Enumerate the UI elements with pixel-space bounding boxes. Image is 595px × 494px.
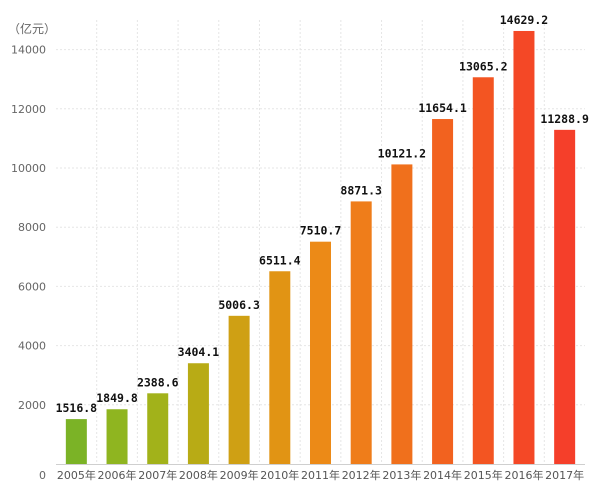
- x-tick-label: 2014年: [423, 468, 462, 482]
- bar-value-label: 11288.9: [540, 112, 589, 126]
- x-tick-label: 2012年: [342, 468, 381, 482]
- bar: [391, 164, 413, 464]
- x-tick-label: 2015年: [464, 468, 503, 482]
- bar-value-label: 6511.4: [259, 253, 301, 267]
- y-tick-label: 10000: [11, 162, 46, 175]
- bar: [432, 119, 454, 465]
- x-tick-label: 2017年: [545, 468, 584, 482]
- x-tick-label: 2008年: [179, 468, 218, 482]
- y-tick-label: 14000: [11, 44, 46, 57]
- y-axis-unit-label: （亿元）: [8, 21, 56, 36]
- bar: [228, 315, 250, 464]
- bar-value-label: 14629.2: [500, 13, 548, 27]
- x-tick-label: 2007年: [138, 468, 177, 482]
- y-tick-label: 0: [39, 469, 46, 482]
- grid-lines: [56, 20, 585, 464]
- bar: [147, 393, 169, 464]
- bar: [269, 271, 291, 464]
- x-tick-label: 2009年: [220, 468, 259, 482]
- bar-value-label: 1849.8: [96, 391, 138, 405]
- bar-value-label: 11654.1: [418, 101, 467, 115]
- y-tick-label: 6000: [18, 280, 46, 293]
- x-tick-label: 2016年: [504, 468, 543, 482]
- bar-value-label: 13065.2: [459, 59, 507, 73]
- x-axis: 2005年 2006年 2007年 2008年 2009年 2010年 2011年 2012年…: [56, 464, 585, 482]
- x-tick-label: 2006年: [98, 468, 137, 482]
- x-tick-label: 2010年: [260, 468, 299, 482]
- x-tick-label: 2013年: [382, 468, 421, 482]
- bar: [472, 77, 494, 464]
- bar-value-label: 8871.3: [340, 183, 382, 197]
- bar-value-label: 1516.8: [56, 401, 98, 415]
- bar: [187, 363, 209, 464]
- bar-value-label: 5006.3: [218, 298, 260, 312]
- bar: [310, 241, 331, 464]
- bars: [65, 30, 576, 465]
- bar: [106, 409, 128, 464]
- bar: [513, 30, 535, 465]
- bar-value-label: 3404.1: [178, 345, 220, 359]
- y-tick-label: 12000: [11, 103, 46, 116]
- bar: [65, 419, 87, 464]
- x-tick-label: 2011年: [301, 468, 340, 482]
- y-axis: 0 2000 4000 6000 8000 10000 12000 14000: [11, 44, 46, 482]
- y-tick-label: 4000: [18, 340, 46, 353]
- bar-value-label: 10121.2: [378, 146, 426, 160]
- bar-value-label: 2388.6: [137, 375, 179, 389]
- bar: [554, 129, 576, 464]
- bar: [350, 201, 372, 464]
- bar-value-label: 7510.7: [300, 224, 342, 238]
- y-tick-label: 2000: [18, 399, 46, 412]
- x-tick-label: 2005年: [57, 468, 96, 482]
- y-tick-label: 8000: [18, 221, 46, 234]
